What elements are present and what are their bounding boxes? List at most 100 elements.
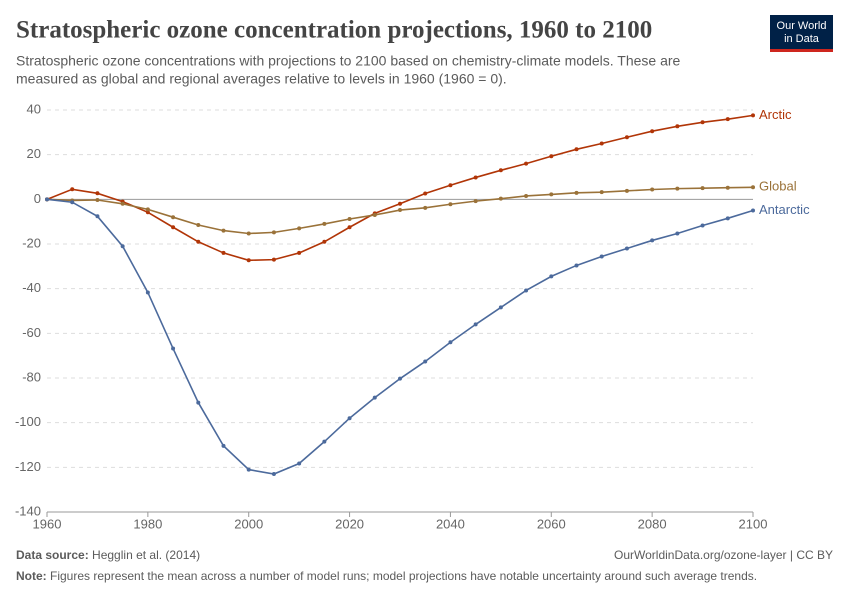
data-point <box>624 135 629 140</box>
data-point <box>171 225 176 230</box>
data-point <box>297 226 302 231</box>
data-point <box>221 250 226 255</box>
data-point <box>221 228 226 233</box>
y-tick-label: -120 <box>15 459 41 474</box>
data-point <box>196 239 201 244</box>
x-tick-label: 2040 <box>436 516 465 531</box>
data-point <box>751 113 755 118</box>
series-line <box>46 114 754 262</box>
data-point <box>675 231 680 236</box>
data-point <box>599 254 604 259</box>
data-point <box>297 250 302 255</box>
data-point <box>549 192 554 197</box>
data-point <box>423 191 428 196</box>
y-tick-label: 20 <box>27 146 41 161</box>
data-point <box>473 175 478 180</box>
data-point <box>650 129 655 134</box>
data-point <box>171 346 176 351</box>
data-point <box>196 400 201 405</box>
data-point <box>725 117 730 122</box>
data-point <box>70 187 75 192</box>
y-tick-label: -100 <box>15 414 41 429</box>
data-point <box>95 214 100 219</box>
x-tick-label: 2020 <box>335 516 364 531</box>
data-point <box>45 197 49 202</box>
y-tick-label: -40 <box>22 280 41 295</box>
y-tick-label: 0 <box>34 191 41 206</box>
source: Data source: Hegglin et al. (2014) <box>16 548 200 562</box>
data-point <box>423 359 428 364</box>
source-link[interactable]: Hegglin et al. (2014) <box>92 548 200 562</box>
x-tick-label: 2100 <box>739 516 768 531</box>
data-point <box>473 199 478 204</box>
data-point <box>322 439 327 444</box>
logo-bar <box>770 49 833 52</box>
data-point <box>271 257 276 262</box>
data-point <box>700 223 705 228</box>
data-point <box>423 205 428 210</box>
data-point <box>448 340 453 345</box>
data-point <box>624 246 629 251</box>
chart-title: Stratospheric ozone concentration projec… <box>16 17 652 44</box>
data-point <box>524 288 529 293</box>
data-point <box>271 472 276 477</box>
data-point <box>751 185 755 190</box>
data-point <box>246 467 251 472</box>
series-label: Antarctic <box>759 202 810 217</box>
data-point <box>574 263 579 268</box>
data-point <box>120 201 125 206</box>
data-point <box>549 154 554 159</box>
y-tick-label: -80 <box>22 369 41 384</box>
data-point <box>448 183 453 188</box>
data-point <box>599 190 604 195</box>
data-point <box>650 187 655 192</box>
url[interactable]: OurWorldinData.org/ozone-layer | CC BY <box>614 548 833 562</box>
data-point <box>271 230 276 235</box>
x-tick-label: 1960 <box>33 516 62 531</box>
note-label: Note: <box>16 569 47 583</box>
data-point <box>347 216 352 221</box>
data-point <box>751 208 755 213</box>
data-point <box>297 461 302 466</box>
data-point <box>700 186 705 191</box>
data-point <box>398 376 402 381</box>
data-point <box>322 221 327 226</box>
y-tick-label: -60 <box>22 325 41 340</box>
y-tick-label: 40 <box>27 101 41 116</box>
data-point <box>347 416 352 421</box>
data-point <box>145 210 150 215</box>
data-point <box>473 322 478 327</box>
y-tick-label: -140 <box>15 503 41 518</box>
data-point <box>322 239 327 244</box>
data-point <box>372 212 377 217</box>
data-point <box>448 202 453 207</box>
data-point <box>246 258 251 263</box>
data-point <box>196 223 201 228</box>
y-tick-label: -20 <box>22 235 41 250</box>
data-point <box>574 147 579 152</box>
data-point <box>599 141 604 146</box>
data-point <box>524 161 529 166</box>
data-point <box>398 201 402 206</box>
data-point <box>650 238 655 243</box>
data-point <box>624 188 629 193</box>
x-tick-label: 2060 <box>537 516 566 531</box>
data-point <box>171 215 176 220</box>
data-point <box>675 186 680 191</box>
data-point <box>498 305 503 310</box>
data-point <box>700 120 705 125</box>
logo-text: in Data <box>784 33 820 45</box>
data-point <box>398 208 402 213</box>
data-point <box>95 198 100 203</box>
series-label: Arctic <box>759 107 792 122</box>
subtitle: measured as global and regional averages… <box>16 71 507 87</box>
data-point <box>498 196 503 201</box>
note-text: Figures represent the mean across a numb… <box>50 569 757 583</box>
logo[interactable]: Our World in Data <box>770 15 833 52</box>
data-point <box>574 190 579 195</box>
data-point <box>145 290 150 295</box>
data-point <box>95 191 100 196</box>
data-point <box>221 443 226 448</box>
x-tick-label: 1980 <box>133 516 162 531</box>
